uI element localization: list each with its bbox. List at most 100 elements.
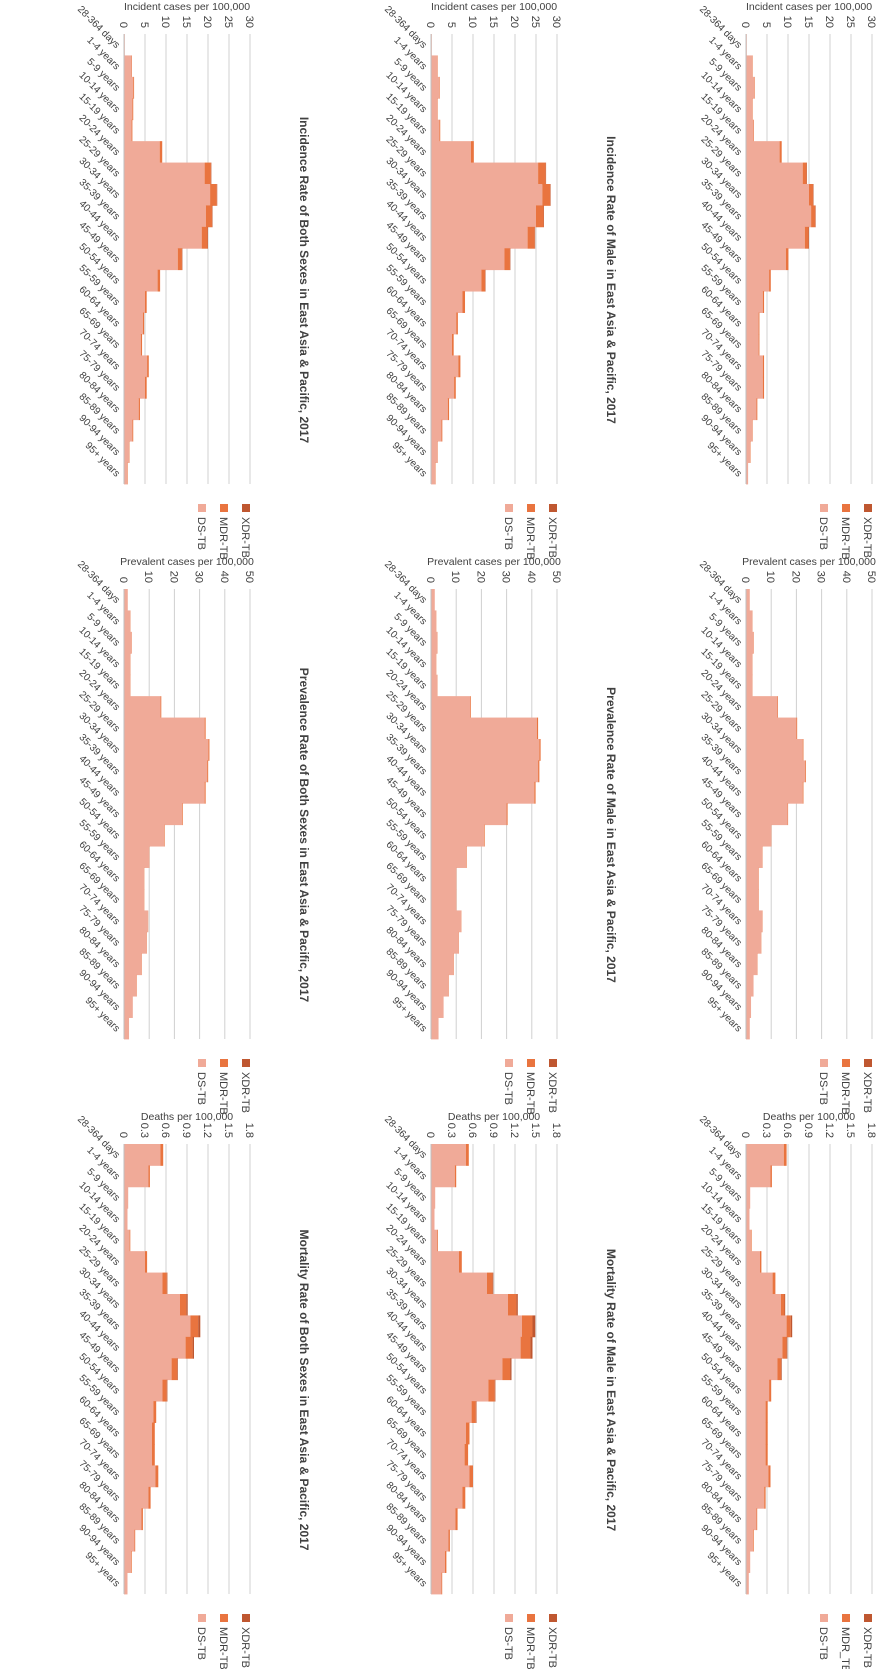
bar-mdr-16 [762,376,765,399]
bar-mdr-16 [454,376,456,399]
bar-ds-5 [430,141,471,163]
bar-mdr-10 [777,1358,781,1381]
bar-ds-12 [431,1401,472,1423]
bar-mdr-18 [132,419,134,442]
bar-mdr-17 [756,1508,758,1531]
bar-ds-9 [124,1336,186,1359]
bar-ds-13 [746,312,759,335]
bar-mdr-4 [131,119,133,142]
y-tick-label: 50 [865,571,877,583]
bar-mdr-0 [466,1144,469,1166]
bar-xdr-8 [532,1315,536,1338]
legend-label: DS-TB [195,1627,207,1660]
bar-ds-5 [124,1251,145,1273]
bar-ds-16 [431,376,455,399]
bar-ds-5 [746,1251,760,1273]
bar-mdr-5 [470,141,474,163]
bar-ds-6 [746,1272,773,1295]
bar-ds-15 [746,355,763,378]
bar-ds-19 [124,1551,131,1573]
bar-mdr-12 [462,291,466,313]
bar-ds-4 [123,119,132,142]
chart-panel-incidence-female: Incidence Rate of Female in East Asia & … [697,1,877,560]
bar-ds-13 [430,312,457,335]
legend-swatch [242,1059,250,1067]
y-tick-label: 40 [218,571,230,583]
y-axis-label: Prevalent cases per 100,000 [427,556,561,568]
y-tick-label: 0 [739,1132,751,1138]
bar-mdr-6 [536,717,539,740]
y-tick-label: 25 [222,16,234,28]
chart-panel-prevalence-male: Prevalence Rate of Male in East Asia & P… [382,556,618,1115]
bar-mdr-0 [160,1144,164,1166]
bar-mdr-13 [758,312,760,335]
bar-ds-3 [746,98,753,121]
bar-ds-17 [431,1508,456,1531]
bar-ds-3 [124,653,131,676]
bar-ds-12 [123,1401,154,1423]
legend-swatch [864,1059,872,1067]
bar-mdr-12 [144,291,147,313]
bar-mdr-13 [765,1422,768,1445]
bar-ds-18 [124,974,137,997]
bar-ds-16 [431,1486,463,1509]
legend-label: DS-TB [502,1072,514,1105]
bar-xdr-6 [166,1272,168,1295]
bar-mdr-5 [145,1251,148,1273]
y-tick-label: 15 [487,16,499,28]
bar-ds-7 [745,739,803,761]
legend-swatch [864,504,872,512]
legend-label: MDR-TB [217,1627,229,1669]
legend-swatch [842,1614,850,1622]
bar-ds-7 [430,184,543,206]
legend-swatch [820,1059,828,1067]
bar-mdr-9 [527,226,535,249]
chart-title: Mortality Rate of Male in East Asia & Pa… [604,1249,618,1532]
bar-mdr-8 [805,760,806,783]
bar-mdr-17 [756,398,758,421]
bar-mdr-5 [759,1251,762,1273]
bar-ds-19 [124,996,133,1018]
bar-mdr-7 [508,1294,517,1316]
bar-mdr-10 [171,1358,178,1381]
bar-xdr-9 [786,1336,788,1359]
bar-ds-18 [431,1529,449,1552]
bar-ds-12 [431,291,463,313]
bar-ds-10 [745,248,786,271]
legend-label: DS-TB [195,517,207,550]
bar-mdr-14 [451,334,454,356]
bar-mdr-1 [770,1165,772,1188]
bar-mdr-8 [538,760,540,783]
bar-ds-20 [430,462,436,485]
bar-ds-1 [124,610,131,633]
legend-label: XDR-TB [861,517,873,558]
bar-ds-10 [431,248,505,271]
y-tick-label: 10 [466,16,478,28]
legend-label: XDR-TB [239,517,251,558]
bar-ds-15 [431,1465,470,1488]
bar-ds-14 [431,1444,465,1466]
bar-mdr-11 [157,269,161,292]
y-tick-label: 10 [781,16,793,28]
bar-ds-8 [746,1315,787,1338]
y-tick-label: 0 [424,22,436,28]
bar-ds-9 [745,1336,783,1359]
bar-mdr-7 [210,184,217,206]
y-tick-label: 0.6 [781,1123,793,1138]
y-tick-label: 20 [474,571,486,583]
bar-ds-16 [123,931,147,954]
bar-mdr-18 [448,1529,450,1552]
bar-ds-19 [745,996,752,1018]
bar-ds-19 [431,1551,445,1573]
bar-mdr-6 [538,162,546,185]
y-tick-label: 25 [844,16,856,28]
legend-swatch [220,1059,228,1067]
bar-ds-2 [745,1186,751,1209]
y-tick-label: 10 [142,571,154,583]
chart-title: Prevalence Rate of Male in East Asia & P… [604,687,618,983]
y-tick-label: 30 [193,571,205,583]
legend-swatch [242,1614,250,1622]
bar-mdr-0 [783,1144,787,1166]
bar-ds-16 [124,376,145,399]
